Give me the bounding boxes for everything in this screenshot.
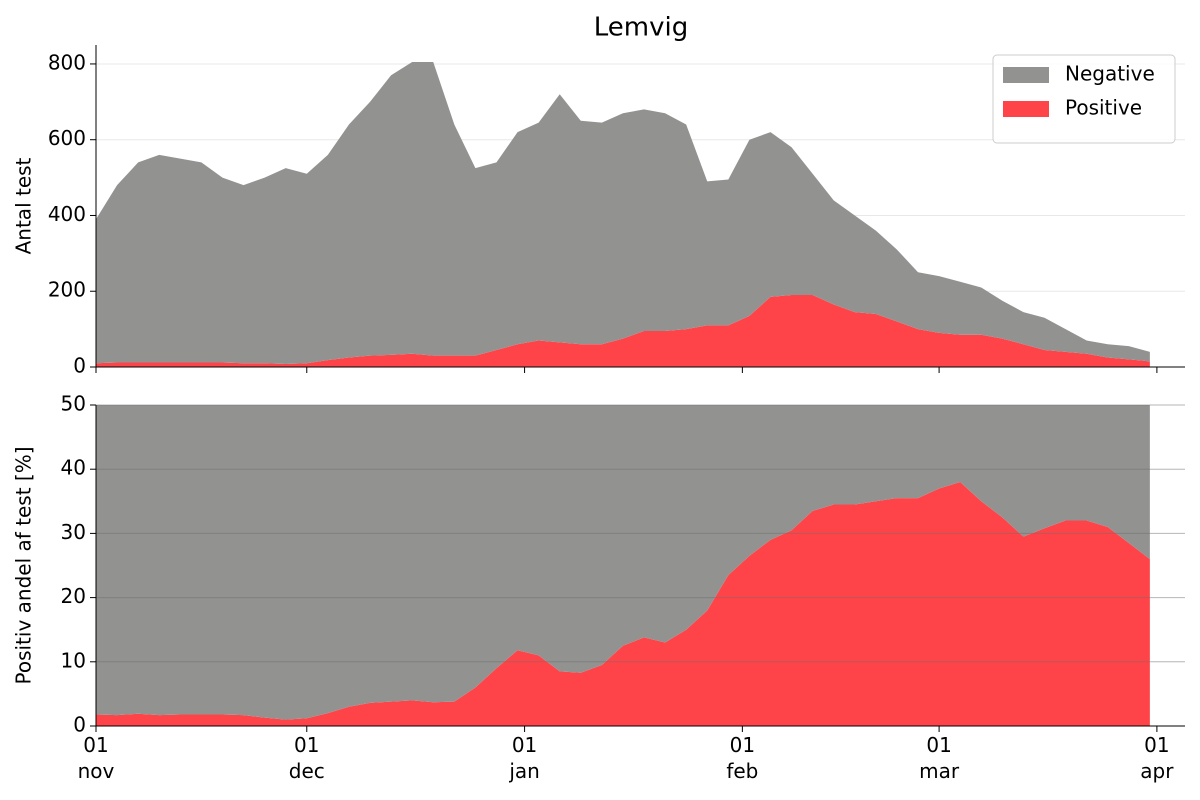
x-tick-label: 01 jan	[509, 733, 540, 783]
plot-area	[96, 405, 1150, 726]
y-tick-label: 40	[61, 456, 86, 480]
x-tick-label: 01 feb	[726, 733, 759, 783]
y-tick-label: 800	[48, 50, 86, 74]
x-tick-label: 01 mar	[919, 733, 960, 783]
y-tick-label: 400	[48, 202, 86, 226]
area	[96, 482, 1150, 726]
area	[96, 62, 1150, 364]
plot-area	[96, 62, 1150, 367]
y-tick-label: 200	[48, 278, 86, 302]
y-tick-label: 0	[73, 713, 86, 737]
legend-label: Positive	[1065, 96, 1142, 120]
y-tick-label: 50	[61, 392, 86, 416]
y-tick-label: 10	[61, 648, 86, 672]
y-axis-label: Positiv andel af test [%]	[12, 446, 36, 684]
y-tick-label: 30	[61, 520, 86, 544]
area	[96, 295, 1150, 367]
area	[96, 405, 1150, 720]
y-tick-label: 600	[48, 126, 86, 150]
y-tick-label: 0	[73, 354, 86, 378]
x-tick-label: 01 apr	[1140, 733, 1174, 783]
legend-swatch	[1003, 67, 1049, 83]
x-tick-label: 01 dec	[288, 733, 325, 783]
legend-label: Negative	[1065, 62, 1155, 86]
y-tick-label: 20	[61, 584, 86, 608]
x-tick-label: 01 nov	[77, 733, 115, 783]
chart-title: Lemvig	[594, 13, 688, 43]
y-axis-label: Antal test	[12, 157, 36, 254]
legend-swatch	[1003, 101, 1049, 117]
